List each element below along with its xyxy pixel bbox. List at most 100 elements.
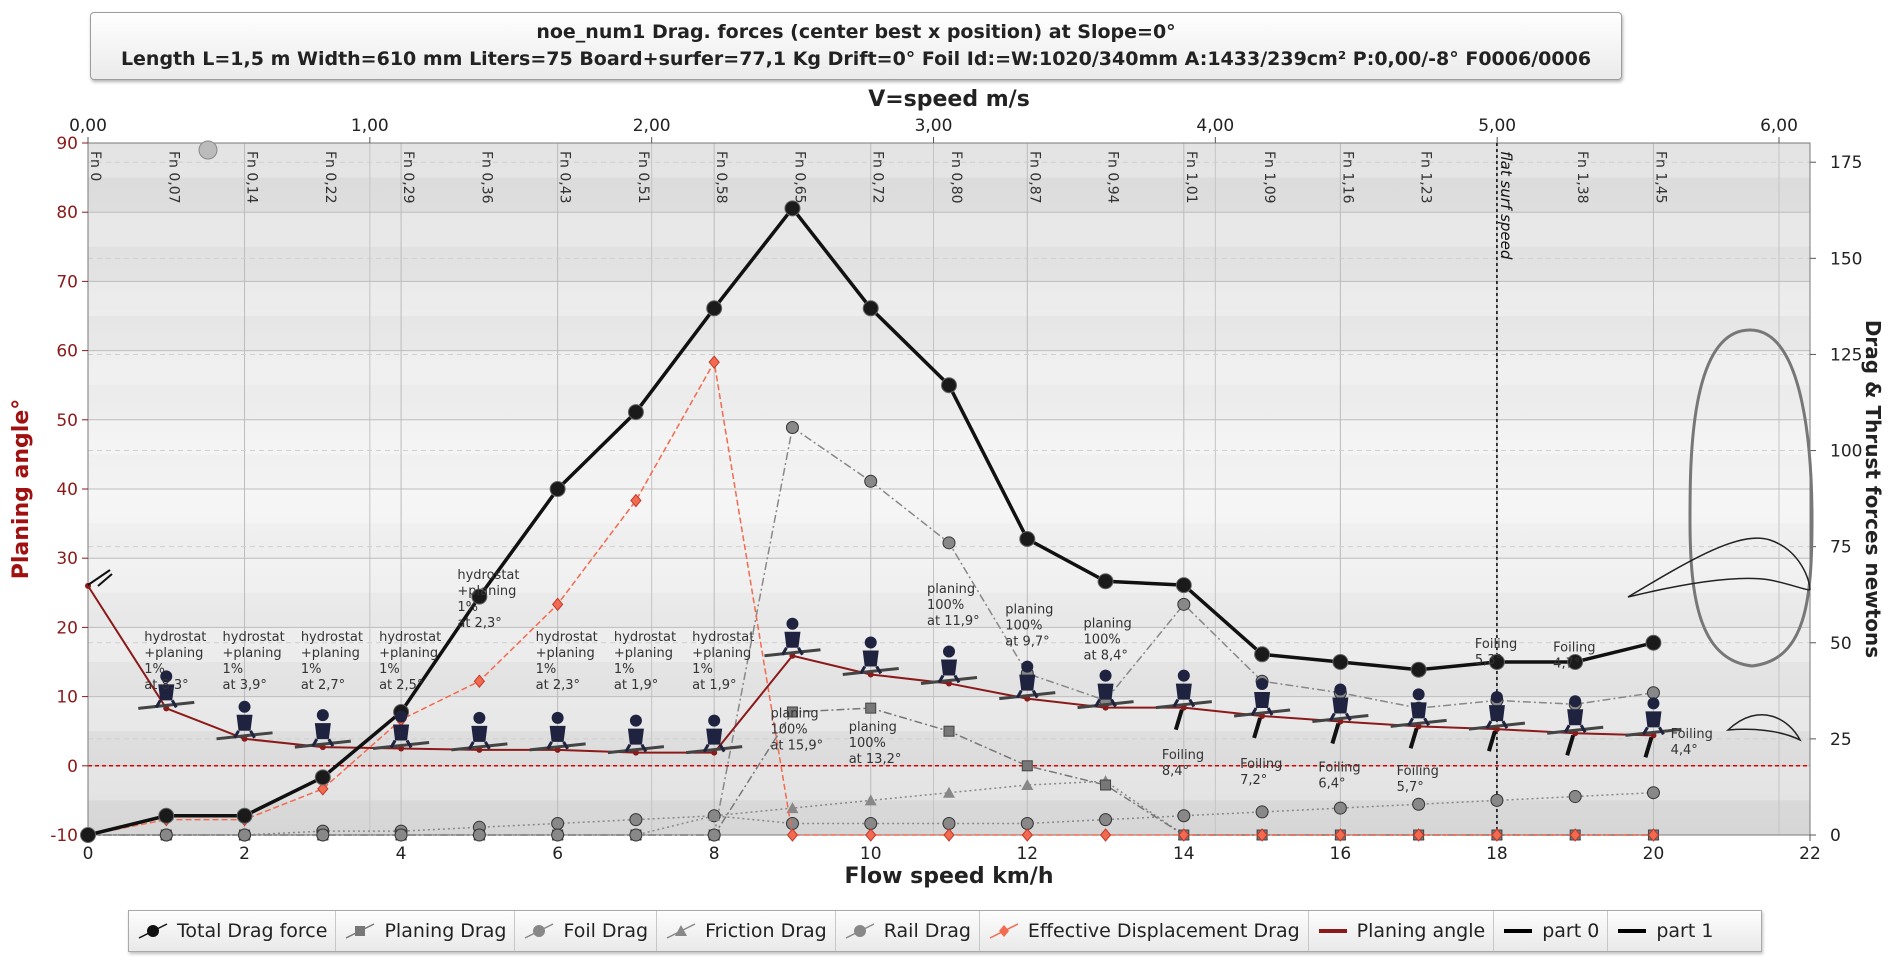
surfer-body-icon [1410, 702, 1427, 719]
square-line-icon [346, 923, 375, 939]
legend-item: part 0 [1494, 911, 1609, 951]
surfer-head-icon [1490, 691, 1503, 704]
legend-item: Rail Drag [836, 911, 980, 951]
series-point [471, 588, 488, 605]
surfer-icon [607, 714, 665, 755]
annotation-text: 5,7° [1397, 780, 1424, 795]
surfer-legs-icon [1642, 726, 1665, 736]
annotation-text: Foiling [1475, 637, 1517, 652]
surfer-icon [764, 617, 821, 658]
plot-band [88, 212, 1810, 247]
series-point [551, 828, 565, 842]
series-point [943, 786, 955, 798]
circle-line-icon [525, 923, 554, 939]
board-icon [1233, 708, 1291, 718]
froude-label: Fn 0,80 [948, 151, 964, 204]
surfer-head-icon [1256, 677, 1269, 690]
annotation-text: 1% [457, 600, 478, 615]
surfer-head-icon [786, 617, 799, 630]
annotation-text: planing [849, 720, 897, 735]
surfer-icon [294, 709, 351, 749]
x-bottom-tick-label: 16 [1330, 844, 1352, 864]
surfer-legs-icon [937, 674, 961, 684]
board-icon [1390, 718, 1447, 728]
board-icon [1468, 721, 1526, 731]
x-bottom-tick-label: 6 [552, 844, 563, 864]
series-point [1100, 779, 1112, 791]
circle-line-icon [845, 923, 875, 939]
series-point [1645, 634, 1662, 651]
froude-label: Fn 1,01 [1183, 151, 1199, 204]
series-point [943, 828, 955, 842]
x-bottom-tick-label: 8 [709, 844, 720, 864]
foil-front-wing-lower [1627, 577, 1811, 598]
surfer-legs-icon [311, 738, 335, 747]
annotation-text: 4,4° [1671, 743, 1698, 758]
annotation-text: at 3,9° [223, 678, 267, 693]
y-left-tick-label: 70 [56, 272, 78, 292]
surfer-body-icon [1019, 674, 1036, 691]
surfer-head-icon [238, 700, 251, 713]
y-right-tick-label: 75 [1830, 538, 1852, 558]
series-point [1646, 786, 1660, 800]
drag-forces-chart: 0 2 4 6 8 10 12 14 16 18 20 22 Flow speed km/h 0,00 1,… [9, 87, 1885, 889]
y-right-tick-label: 25 [1830, 730, 1852, 750]
annotation-text: 100% [849, 736, 886, 751]
annotation-text: Foiling [1671, 727, 1713, 742]
series-point [238, 828, 252, 842]
series-point [551, 816, 565, 830]
annotation-text: +planing [379, 646, 438, 661]
series-point [942, 816, 956, 830]
surfer-body-icon [1254, 691, 1271, 708]
surfer-head-icon [551, 711, 564, 724]
annotation-text: at 13,2° [849, 752, 902, 767]
x-top-tick-label: 5,00 [1478, 116, 1516, 136]
annotation-text: hydrostat [457, 568, 519, 583]
surfer-legs-icon [1094, 698, 1117, 708]
series-point [1021, 828, 1033, 842]
surfer-icon [686, 714, 743, 755]
surfer-icon [451, 711, 508, 752]
series-point [1256, 828, 1268, 842]
y-left-tick-label: 20 [56, 618, 78, 638]
series-point [1412, 828, 1425, 842]
annotation-text: 1% [692, 662, 713, 677]
annotation-text: at 2,3° [457, 616, 501, 631]
annotation-text: 1% [536, 662, 557, 677]
annotation-text: 4,7° [1553, 657, 1580, 672]
series-point [1491, 828, 1503, 842]
surfer-body-icon [314, 723, 331, 740]
plot-band [88, 558, 1810, 593]
legend-item: part 1 [1608, 911, 1721, 951]
froude-label: Fn 0,58 [713, 151, 729, 204]
series-point [1332, 654, 1349, 670]
surfer-icon [138, 670, 195, 710]
x-top-tick-label: 0,00 [69, 116, 107, 136]
froude-label: Fn 0,51 [635, 151, 651, 204]
y-left-tick-label: 60 [56, 342, 78, 362]
annotation-text: at 1,9° [614, 678, 658, 693]
surfer-icon [1312, 683, 1369, 745]
annotation-text: 100% [927, 598, 964, 613]
annotation-text: hydrostat [614, 630, 676, 645]
series-point [708, 355, 720, 369]
surfer-body-icon [1645, 711, 1662, 728]
triangle-line-icon [666, 923, 696, 939]
annotation-text: at 8,4° [1084, 648, 1128, 663]
surfer-head-icon [629, 714, 642, 727]
series-point [317, 782, 329, 796]
board-icon [451, 742, 508, 752]
x-top-axis-label: V=speed m/s [868, 87, 1030, 112]
grey-dot-icon [198, 140, 218, 160]
x-bottom-tick-label: 12 [1016, 844, 1038, 864]
surfer-icon [1390, 688, 1447, 749]
surfer-head-icon [1334, 683, 1347, 696]
surfer-icon [1547, 695, 1604, 756]
froude-label: Fn 1,45 [1652, 151, 1668, 204]
surfer-icon [529, 711, 586, 752]
annotation-text: 8,4° [1162, 764, 1189, 779]
series-point [549, 481, 566, 497]
series-point [1099, 828, 1112, 842]
legend-label: Total Drag force [177, 920, 328, 942]
surfer-legs-icon [546, 741, 569, 750]
